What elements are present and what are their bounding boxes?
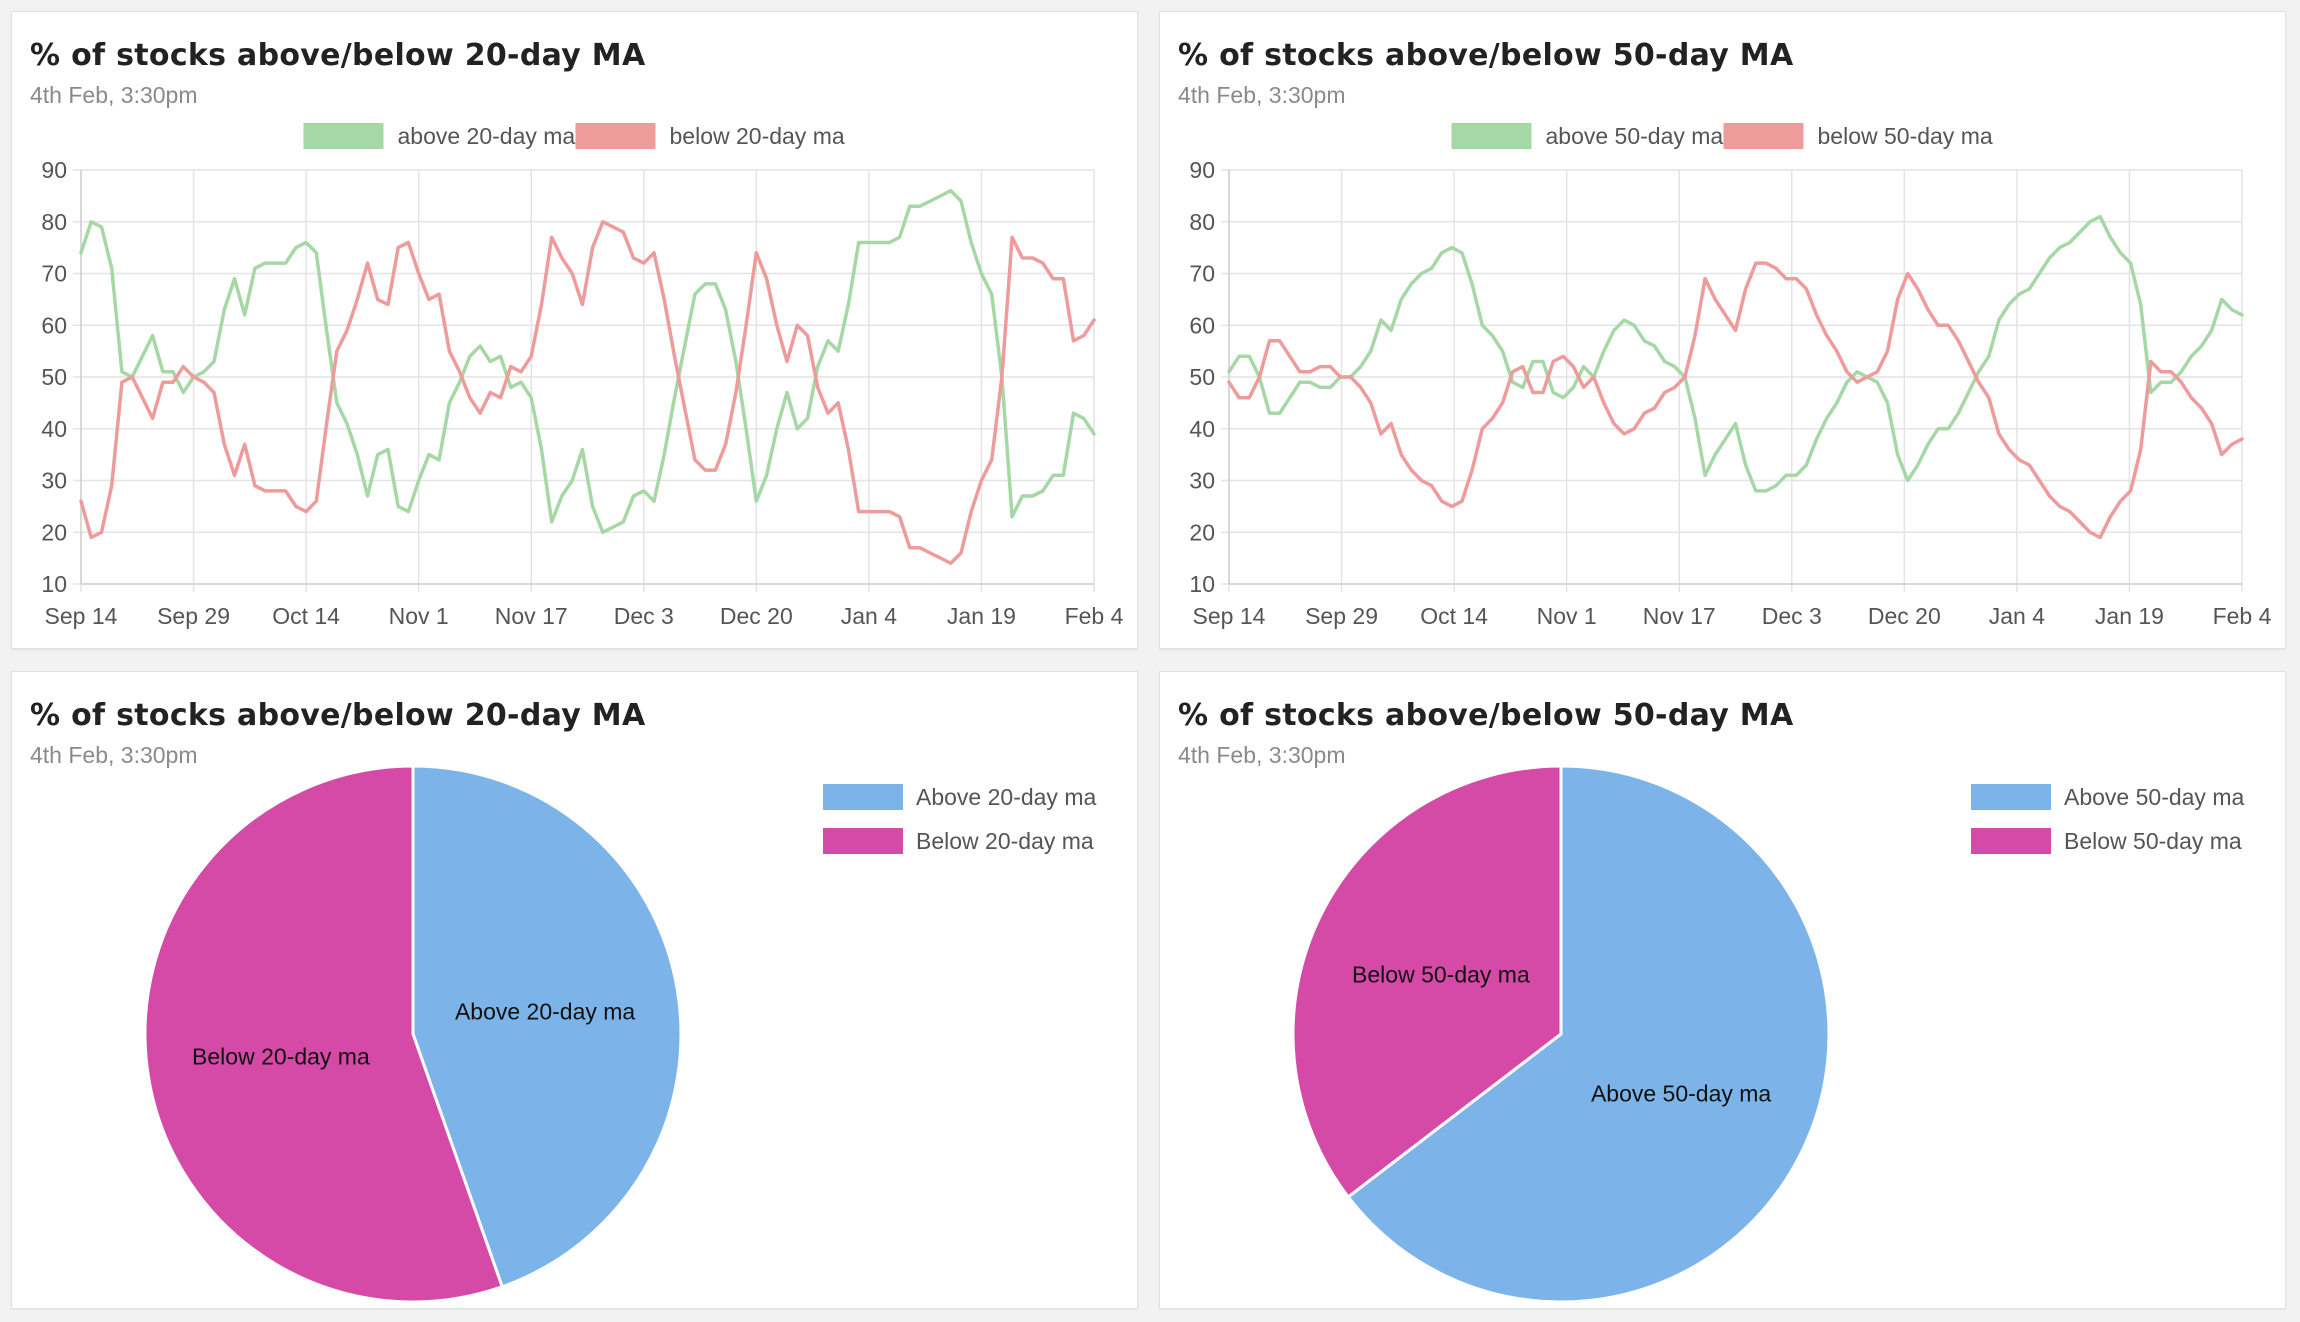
x-tick-label: Sep 14 — [1193, 603, 1266, 629]
x-tick-label: Sep 29 — [157, 603, 230, 629]
x-tick-label: Nov 17 — [1643, 603, 1716, 629]
slice-label: Above 20-day ma — [455, 998, 635, 1024]
legend-label: Above 20-day ma — [916, 784, 1096, 810]
legend-label: below 50-day ma — [1818, 123, 1993, 149]
x-tick-label: Dec 3 — [614, 603, 674, 629]
legend-item[interactable]: Below 50-day ma — [1971, 828, 2242, 854]
legend-label: above 50-day ma — [1546, 123, 1724, 149]
y-tick-label: 30 — [1189, 468, 1215, 494]
pie-slice[interactable] — [1346, 764, 1831, 1304]
pie-chart-card-20-day: % of stocks above/below 20-day MA 4th Fe… — [11, 671, 1138, 1309]
x-tick-label: Nov 17 — [495, 603, 568, 629]
legend-item[interactable]: Above 50-day ma — [1971, 784, 2244, 810]
y-tick-label: 50 — [41, 364, 67, 390]
legend-label: Below 20-day ma — [916, 828, 1094, 854]
x-tick-label: Jan 19 — [947, 603, 1016, 629]
legend-swatch — [1971, 828, 2051, 854]
x-tick-label: Sep 14 — [45, 603, 118, 629]
legend-label: below 20-day ma — [670, 123, 845, 149]
legend-swatch — [303, 123, 384, 149]
chart-title: % of stocks above/below 50-day MA — [1178, 38, 1794, 73]
y-tick-label: 50 — [1189, 364, 1215, 390]
y-tick-label: 10 — [1189, 571, 1215, 597]
legend-label: Above 50-day ma — [2064, 784, 2244, 810]
chart-subtitle: 4th Feb, 3:30pm — [1178, 742, 1346, 768]
x-tick-label: Oct 14 — [272, 603, 340, 629]
chart-legend: above 50-day ma below 50-day ma — [1451, 123, 1993, 149]
line-chart-card-20-day: % of stocks above/below 20-day MA 4th Fe… — [11, 11, 1138, 649]
x-tick-label: Nov 1 — [389, 603, 449, 629]
y-tick-label: 70 — [1189, 261, 1215, 287]
pie-slice[interactable] — [1291, 764, 1563, 1200]
x-tick-label: Feb 4 — [2213, 603, 2272, 629]
x-tick-label: Jan 4 — [841, 603, 897, 629]
y-tick-label: 30 — [41, 468, 67, 494]
chart-legend: Above 50-day ma Below 50-day ma — [1971, 784, 2244, 854]
x-tick-label: Nov 1 — [1537, 603, 1597, 629]
legend-swatch — [1723, 123, 1804, 149]
chart-legend: above 20-day ma below 20-day ma — [303, 123, 845, 149]
pie-slice[interactable] — [411, 764, 683, 1289]
line-chart-card-50-day: % of stocks above/below 50-day MA 4th Fe… — [1159, 11, 2286, 649]
legend-swatch — [823, 784, 903, 810]
legend-swatch — [1451, 123, 1532, 149]
series-line — [1227, 214, 2244, 493]
legend-item[interactable]: Above 20-day ma — [823, 784, 1096, 810]
grid-lines — [73, 169, 1095, 592]
x-tick-label: Jan 4 — [1989, 603, 2045, 629]
series-line — [79, 220, 1096, 566]
legend-swatch — [1971, 784, 2051, 810]
y-tick-label: 60 — [1189, 312, 1215, 338]
x-tick-label: Feb 4 — [1065, 603, 1124, 629]
x-tick-label: Dec 3 — [1762, 603, 1822, 629]
x-tick-label: Oct 14 — [1420, 603, 1488, 629]
y-tick-label: 20 — [1189, 519, 1215, 545]
legend-swatch — [575, 123, 656, 149]
legend-item[interactable]: above 50-day ma — [1451, 123, 1724, 149]
y-tick-label: 10 — [41, 571, 67, 597]
y-tick-label: 80 — [41, 209, 67, 235]
series-line — [79, 188, 1096, 535]
y-tick-label: 80 — [1189, 209, 1215, 235]
x-tick-label: Sep 29 — [1305, 603, 1378, 629]
legend-item[interactable]: below 20-day ma — [575, 123, 845, 149]
y-tick-label: 20 — [41, 519, 67, 545]
slice-label: Above 50-day ma — [1591, 1080, 1771, 1106]
pie-chart-card-50-day: % of stocks above/below 50-day MA 4th Fe… — [1159, 671, 2286, 1309]
pie-slice[interactable] — [143, 764, 505, 1304]
slice-label: Below 20-day ma — [192, 1044, 370, 1070]
chart-title: % of stocks above/below 20-day MA — [30, 38, 646, 73]
line-chart-20-day: above 20-day ma below 20-day ma 10 20 30 40 50… — [41, 123, 1124, 629]
y-tick-label: 90 — [1189, 157, 1215, 183]
legend-label: above 20-day ma — [398, 123, 576, 149]
y-tick-label: 60 — [41, 312, 67, 338]
y-tick-label: 90 — [41, 157, 67, 183]
chart-subtitle: 4th Feb, 3:30pm — [30, 82, 198, 108]
legend-item[interactable]: Below 20-day ma — [823, 828, 1094, 854]
legend-item[interactable]: below 50-day ma — [1723, 123, 1993, 149]
chart-subtitle: 4th Feb, 3:30pm — [1178, 82, 1346, 108]
y-tick-label: 40 — [1189, 416, 1215, 442]
chart-title: % of stocks above/below 50-day MA — [1178, 698, 1794, 733]
x-tick-label: Jan 19 — [2095, 603, 2164, 629]
legend-label: Below 50-day ma — [2064, 828, 2242, 854]
line-chart-50-day: above 50-day ma below 50-day ma 10 20 30 40 50… — [1189, 123, 2272, 629]
chart-legend: Above 20-day ma Below 20-day ma — [823, 784, 1096, 854]
y-tick-label: 40 — [41, 416, 67, 442]
legend-swatch — [823, 828, 903, 854]
y-tick-label: 70 — [41, 261, 67, 287]
x-tick-label: Dec 20 — [720, 603, 793, 629]
series-line — [1227, 261, 2244, 540]
slice-label: Below 50-day ma — [1352, 962, 1530, 988]
chart-subtitle: 4th Feb, 3:30pm — [30, 742, 198, 768]
legend-item[interactable]: above 20-day ma — [303, 123, 576, 149]
chart-title: % of stocks above/below 20-day MA — [30, 698, 646, 733]
x-tick-label: Dec 20 — [1868, 603, 1941, 629]
